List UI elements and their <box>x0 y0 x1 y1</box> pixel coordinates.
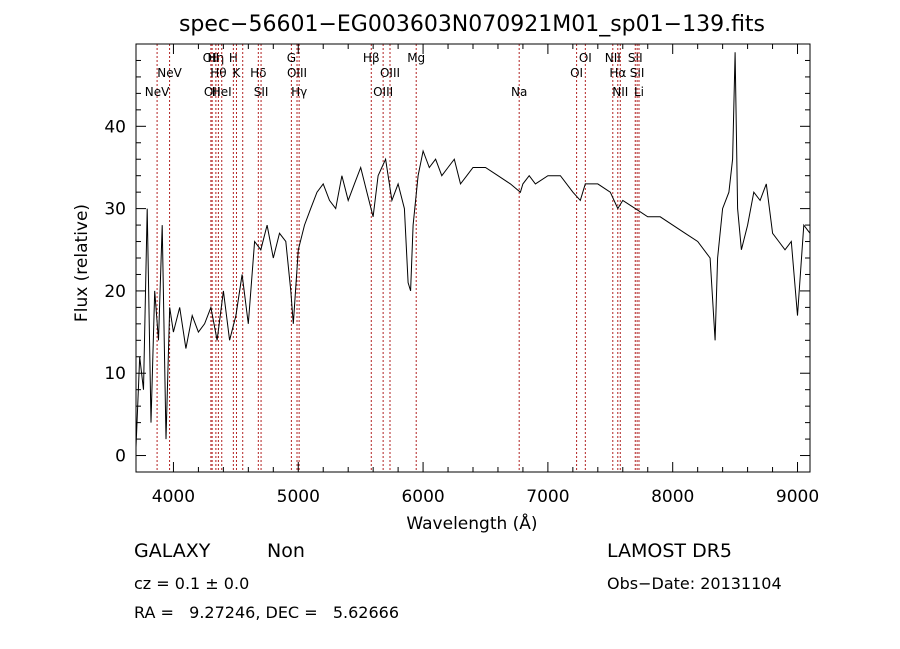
x-tick-label: 4000 <box>152 487 195 507</box>
line-label: NII <box>605 51 621 65</box>
line-label: OI <box>579 51 592 65</box>
plot-frame <box>135 43 811 473</box>
line-label: SII <box>630 66 645 80</box>
y-tick-label: 30 <box>104 200 126 220</box>
y-tick-label: 40 <box>104 117 126 137</box>
line-label: Hη <box>208 51 225 65</box>
line-label: OIII <box>287 66 307 80</box>
line-label: Mg <box>407 51 425 65</box>
ra-dec: RA = 9.27246, DEC = 5.62666 <box>134 603 400 622</box>
line-label: Hβ <box>363 51 380 65</box>
x-axis-ticks: 4000 5000 6000 7000 8000 9000 <box>152 44 819 507</box>
line-label: Na <box>511 85 527 99</box>
object-subclass: Non <box>267 540 305 562</box>
line-label: OI <box>570 66 583 80</box>
x-axis-label: Wavelength (Å) <box>406 512 537 534</box>
y-axis-ticks: 0 10 20 30 40 <box>104 59 810 467</box>
line-label: Li <box>634 85 644 99</box>
line-label: Hα <box>609 66 626 80</box>
line-label: Hθ <box>210 66 226 80</box>
line-label: NeV <box>157 66 182 80</box>
y-axis-label: Flux (relative) <box>72 204 92 322</box>
x-tick-label: 7000 <box>526 487 569 507</box>
x-tick-label: 6000 <box>401 487 444 507</box>
line-label: Hδ <box>250 66 266 80</box>
line-label: OII <box>203 51 220 65</box>
observation-date: Obs−Date: 20131104 <box>607 574 782 593</box>
x-tick-label: 8000 <box>651 487 694 507</box>
line-label: SII <box>254 85 269 99</box>
line-label: G <box>287 51 296 65</box>
line-label: OIII <box>380 66 400 80</box>
line-label: Hγ <box>291 85 307 99</box>
survey-name: LAMOST DR5 <box>607 540 732 562</box>
object-class: GALAXY <box>134 540 211 562</box>
y-tick-label: 20 <box>104 282 126 302</box>
line-label: SII <box>628 51 643 65</box>
series-line <box>135 52 811 448</box>
y-tick-label: 10 <box>104 364 126 384</box>
line-label: OIII <box>373 85 393 99</box>
line-label: H <box>229 51 238 65</box>
line-label: K <box>233 66 242 80</box>
line-label: NeV <box>145 85 170 99</box>
x-tick-label: 9000 <box>776 487 819 507</box>
line-label: HeI <box>212 85 232 99</box>
x-tick-label: 5000 <box>277 487 320 507</box>
line-label: NII <box>612 85 628 99</box>
y-tick-label: 0 <box>115 447 126 467</box>
redshift-cz: cz = 0.1 ± 0.0 <box>134 574 250 593</box>
chart-title: spec−56601−EG003603N070921M01_sp01−139.f… <box>179 12 765 37</box>
